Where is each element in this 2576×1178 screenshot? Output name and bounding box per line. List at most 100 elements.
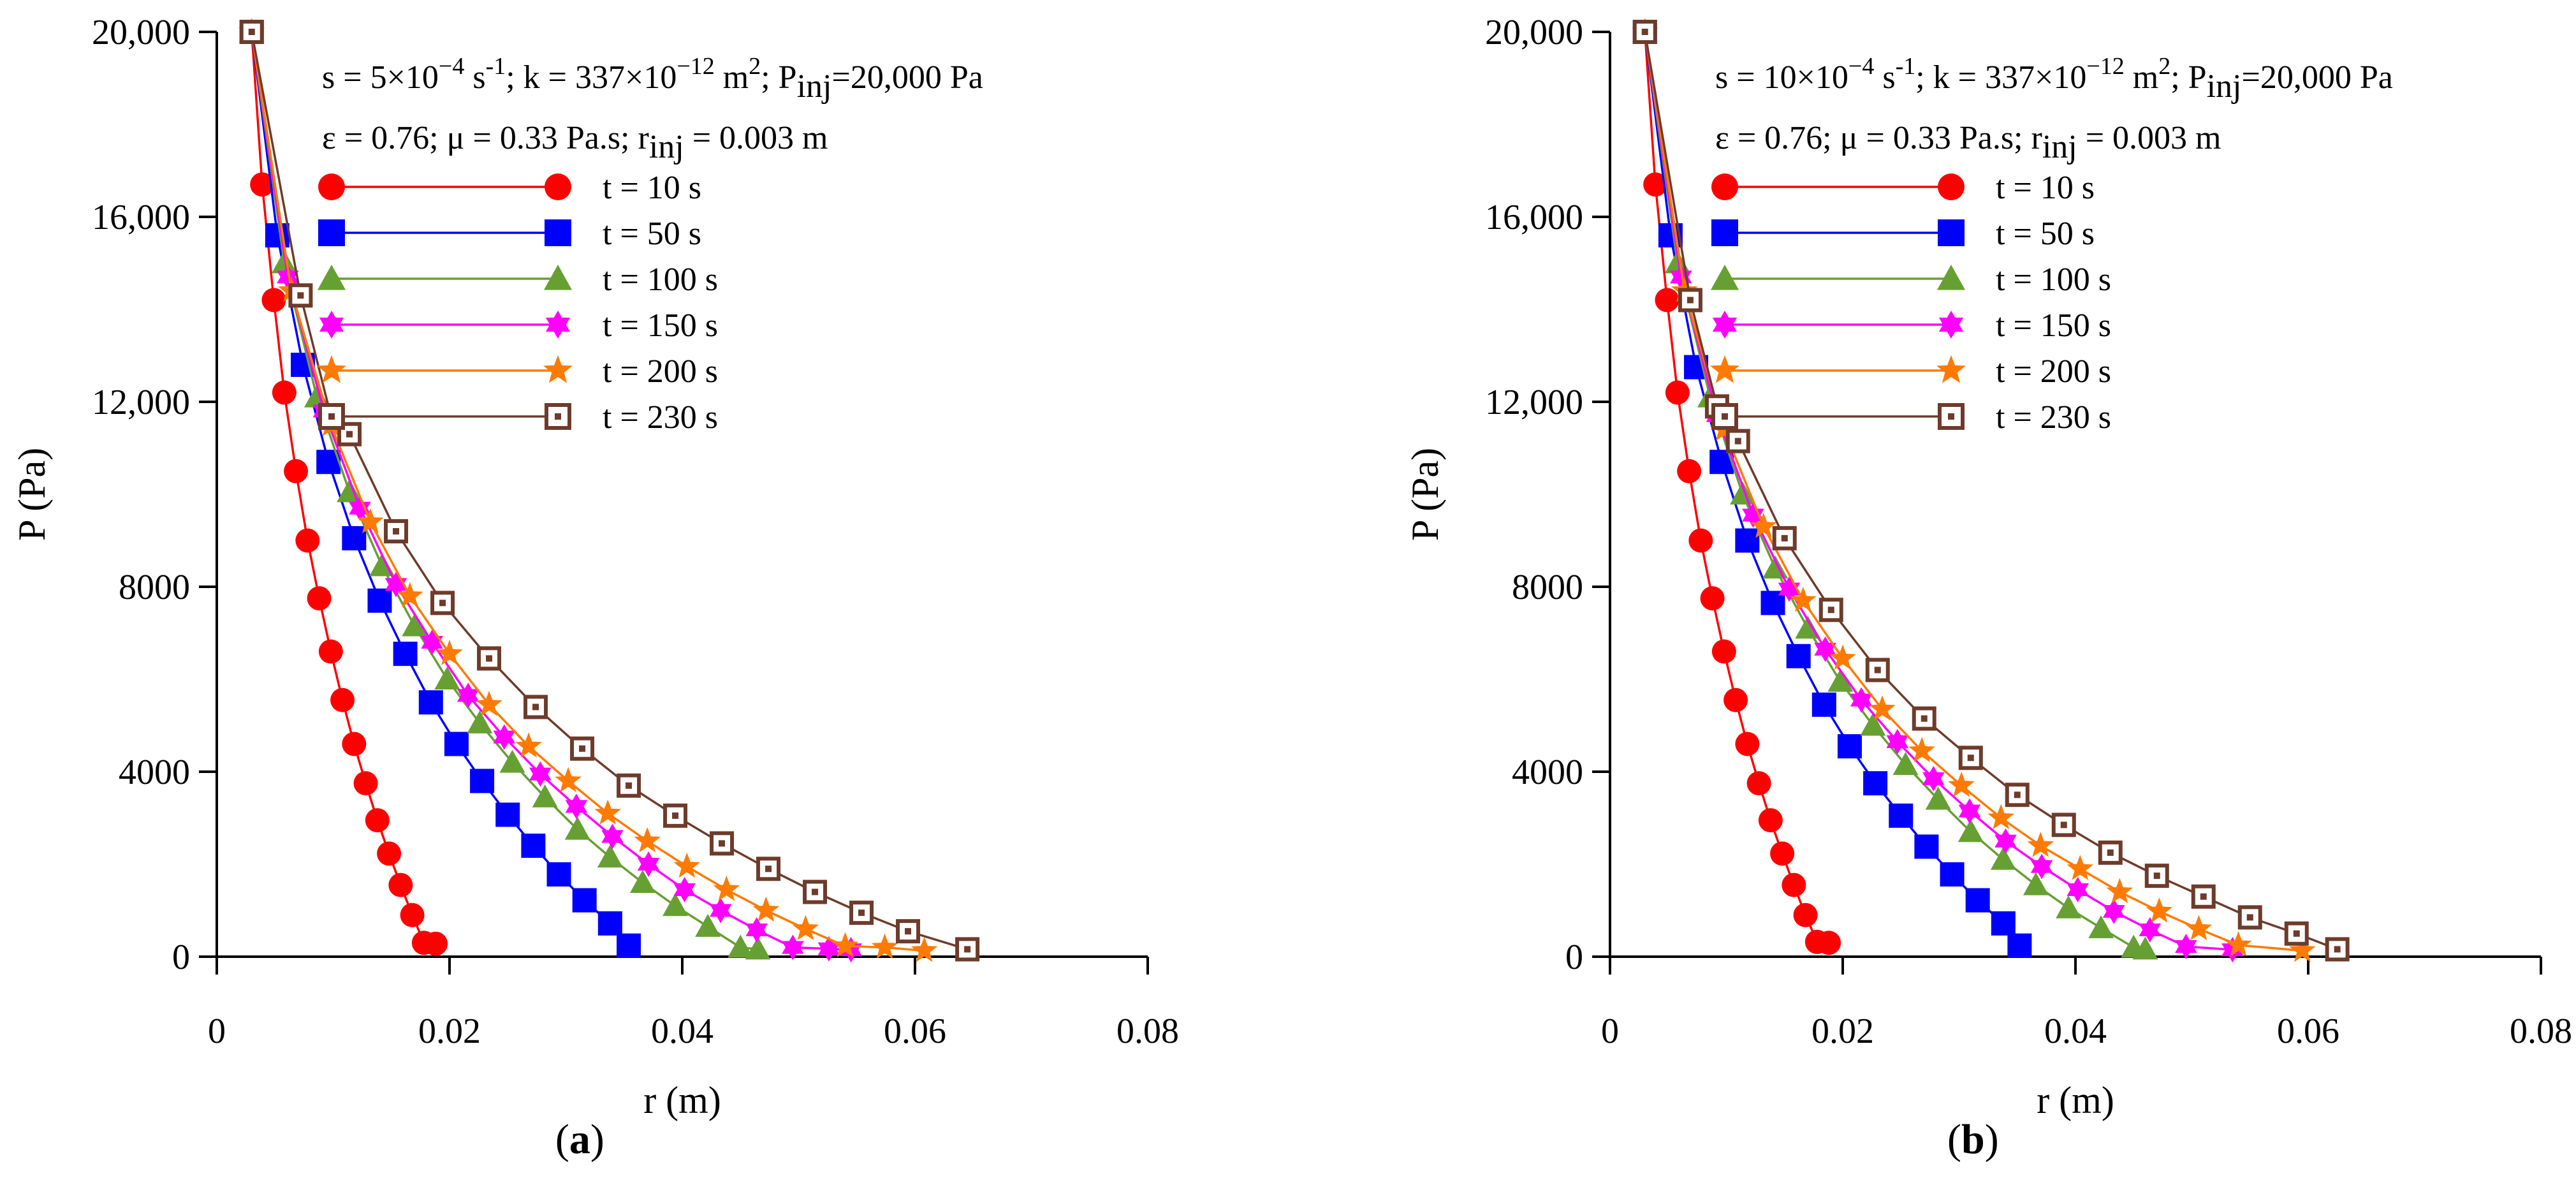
- data-point: [397, 582, 423, 608]
- data-point: [570, 736, 595, 761]
- data-point: [601, 823, 624, 850]
- data-point: [1889, 803, 1914, 828]
- data-point: [342, 732, 367, 756]
- data-point: [288, 283, 313, 308]
- data-point: [1811, 692, 1836, 717]
- x-tick-label: 0.08: [1116, 1012, 1179, 1051]
- data-point: [1958, 798, 1981, 824]
- data-point: [1778, 576, 1801, 602]
- y-tick-label: 4000: [1512, 753, 1583, 792]
- data-point: [1711, 639, 1736, 664]
- data-point: [400, 902, 425, 927]
- data-point: [2284, 921, 2309, 946]
- y-tick-label: 0: [172, 938, 190, 977]
- legend-entry: t = 200 s: [317, 353, 718, 390]
- data-point: [1865, 658, 1890, 682]
- data-point: [495, 802, 520, 827]
- y-tick-label: 12,000: [1485, 383, 1583, 422]
- chart-panel-a: 0 0.02 0.04 0.06 0.08 0 4000 8000 12,000 16,000 20…: [11, 13, 1179, 1163]
- y-axis-label: P (Pa): [1404, 448, 1446, 541]
- data-point: [1735, 732, 1760, 756]
- data-point: [2051, 813, 2076, 837]
- data-point: [663, 803, 688, 828]
- data-point: [756, 857, 781, 881]
- data-point: [1782, 872, 1806, 897]
- data-point: [662, 893, 688, 917]
- x-tick-label: 0.04: [2044, 1012, 2107, 1051]
- data-point: [572, 888, 597, 913]
- data-point: [393, 642, 418, 666]
- y-axis-label: P (Pa): [11, 448, 53, 541]
- data-point: [896, 919, 921, 944]
- data-point: [1987, 804, 2014, 830]
- data-point: [1746, 771, 1771, 796]
- x-tick-label: 0.06: [2277, 1012, 2339, 1051]
- legend-marker: [1938, 403, 1965, 430]
- data-point: [2185, 915, 2213, 941]
- data-point: [817, 936, 840, 962]
- legend-marker: [1710, 355, 1739, 383]
- legend-marker: [1938, 219, 1965, 246]
- series-t-200-s: [238, 18, 938, 962]
- y-tick-label: 16,000: [92, 198, 190, 237]
- legend-marker: [1710, 264, 1739, 290]
- data-point: [1829, 644, 1856, 670]
- legend-entry: t = 50 s: [1711, 216, 2095, 252]
- data-point: [1991, 911, 2016, 936]
- data-point: [2005, 783, 2030, 807]
- data-point: [1908, 737, 1935, 763]
- y-tick-label: 20,000: [92, 13, 190, 52]
- data-point: [295, 528, 320, 553]
- data-point: [467, 710, 493, 733]
- data-point: [752, 896, 780, 922]
- data-point: [2098, 840, 2123, 865]
- data-point: [713, 876, 740, 901]
- data-point: [1914, 834, 1939, 859]
- series-line: [251, 31, 851, 951]
- data-point: [1725, 429, 1750, 453]
- y-tick-label: 12,000: [92, 383, 190, 422]
- data-point: [2175, 934, 2197, 959]
- legend-marker: [545, 219, 571, 246]
- data-point: [1758, 808, 1783, 833]
- data-point: [1632, 20, 1657, 44]
- legend-marker: [1938, 310, 1964, 339]
- data-point: [709, 897, 732, 924]
- data-point: [2056, 895, 2081, 918]
- data-point: [695, 913, 721, 937]
- annotation-params-2: ε = 0.76; μ = 0.33 Pa.s; rinj = 0.003 m: [1715, 120, 2221, 165]
- data-point: [1892, 752, 1919, 776]
- data-point: [555, 767, 582, 793]
- data-point: [532, 784, 558, 807]
- data-point: [1814, 636, 1836, 662]
- panel-label: (b): [1947, 1116, 1999, 1163]
- data-point: [1837, 734, 1862, 759]
- data-point: [430, 591, 455, 615]
- data-point: [1940, 862, 1965, 887]
- y-tick-label: 20,000: [1485, 13, 1583, 52]
- data-point: [2067, 876, 2089, 902]
- data-point: [1869, 695, 1896, 721]
- data-point: [728, 934, 754, 958]
- data-point: [436, 640, 463, 665]
- data-point: [444, 732, 469, 756]
- data-point: [1677, 459, 1702, 483]
- data-point: [1863, 771, 1888, 796]
- y-tick-label: 8000: [119, 568, 190, 607]
- data-point: [955, 937, 980, 962]
- data-point: [1965, 888, 1990, 913]
- data-point: [2325, 937, 2350, 962]
- data-point: [2067, 855, 2094, 880]
- data-point: [457, 682, 479, 709]
- data-point: [388, 872, 413, 897]
- legend-label: t = 150 s: [1996, 307, 2111, 344]
- data-point: [2030, 853, 2053, 880]
- data-point: [357, 508, 384, 534]
- x-tick-label: 0.02: [418, 1012, 481, 1051]
- legend-label: t = 150 s: [603, 307, 718, 344]
- legend-marker: [543, 355, 573, 383]
- data-point: [1643, 172, 1668, 197]
- legend-entry: t = 10 s: [318, 170, 701, 206]
- legend-marker: [318, 173, 345, 200]
- data-point: [365, 808, 390, 833]
